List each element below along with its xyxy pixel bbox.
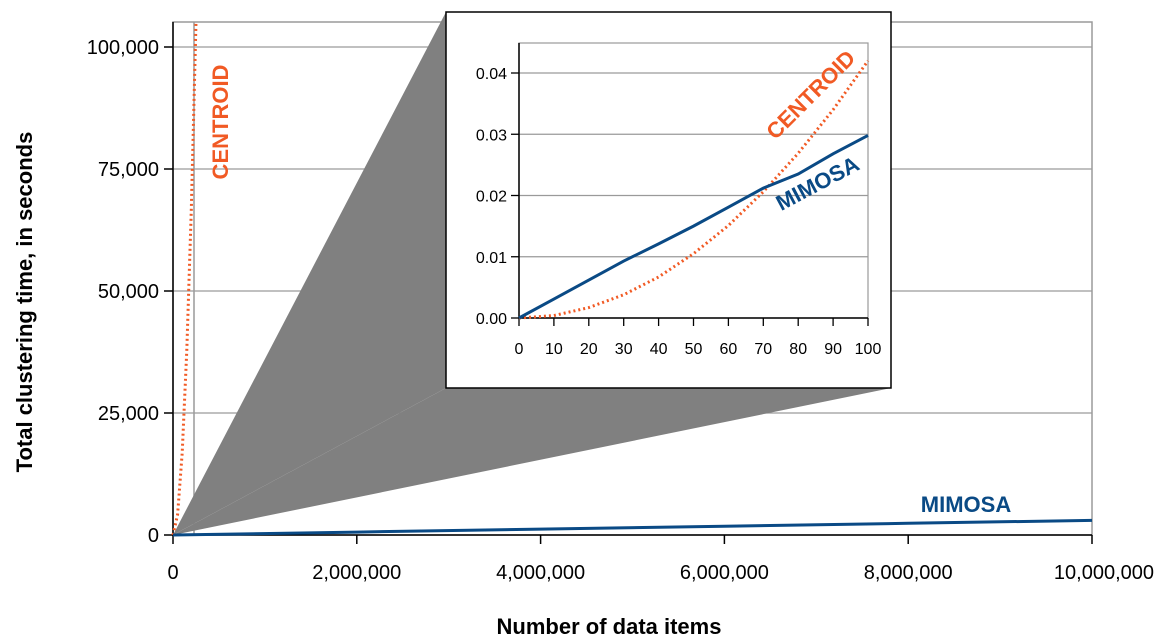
main-label-mimosa: MIMOSA (921, 492, 1012, 517)
y-tick-label: 50,000 (98, 281, 159, 303)
main-label-centroid: CENTROID (208, 65, 233, 180)
inset-y-tick-label: 0.03 (476, 127, 507, 144)
inset-y-tick-label: 0.04 (476, 66, 507, 83)
main-series (171, 22, 1093, 537)
inset-x-tick-label: 50 (685, 341, 703, 358)
inset-series-line-mimosa (518, 134, 869, 320)
inset-x-tick-label: 80 (789, 341, 807, 358)
x-tick-label: 2,000,000 (312, 562, 401, 584)
y-tick-label: 25,000 (98, 403, 159, 425)
x-tick-label: 10,000,000 (1054, 562, 1154, 584)
inset-x-tick-label: 90 (824, 341, 842, 358)
y-tick-label: 0 (148, 525, 159, 547)
inset-x-tick-label: 100 (855, 341, 882, 358)
zoom-fan-lower (173, 388, 891, 535)
x-tick-label: 6,000,000 (680, 562, 769, 584)
inset-x-tick-label: 20 (580, 341, 598, 358)
inset-chart: 0 10 20 30 40 50 60 70 80 90 100 0.00 0.01 0.02 0.03 0.… (445, 11, 892, 389)
inset-y-tick-label: 0.01 (476, 250, 507, 267)
inset-x-tick-label: 0 (515, 341, 524, 358)
inset-panel (445, 11, 892, 389)
inset-x-tick-label: 30 (615, 341, 633, 358)
inset-x-tick-label: 60 (720, 341, 738, 358)
x-tick-label: 8,000,000 (864, 562, 953, 584)
y-axis-title: Total clustering time, in seconds (12, 132, 37, 473)
inset-x-tick-label: 70 (754, 341, 772, 358)
inset-y-tick-label: 0.02 (476, 189, 507, 206)
inset-series (518, 59, 870, 320)
y-tick-label: 75,000 (98, 159, 159, 181)
main-series-line-mimosa (172, 518, 1093, 537)
inset-x-tick-label: 10 (545, 341, 563, 358)
main-series-line-centroid (171, 22, 198, 536)
inset-axis-ticks: 0 10 20 30 40 50 60 70 80 90 100 0.00 0.01 0.02 0.03 0.… (476, 43, 882, 358)
x-axis-title: Number of data items (497, 614, 722, 639)
zoom-callout (173, 12, 891, 535)
inset-y-tick-label: 0.00 (476, 311, 507, 328)
x-tick-label: 4,000,000 (496, 562, 585, 584)
y-tick-label: 100,000 (87, 37, 159, 59)
zoom-fan-upper (173, 12, 446, 535)
main-axis-ticks: 0 2,000,000 4,000,000 6,000,000 8,000,000 10,… (87, 22, 1154, 584)
main-series-labels: CENTROID MIMOSA (208, 65, 1011, 517)
x-tick-label: 0 (167, 562, 178, 584)
inset-x-tick-label: 40 (650, 341, 668, 358)
